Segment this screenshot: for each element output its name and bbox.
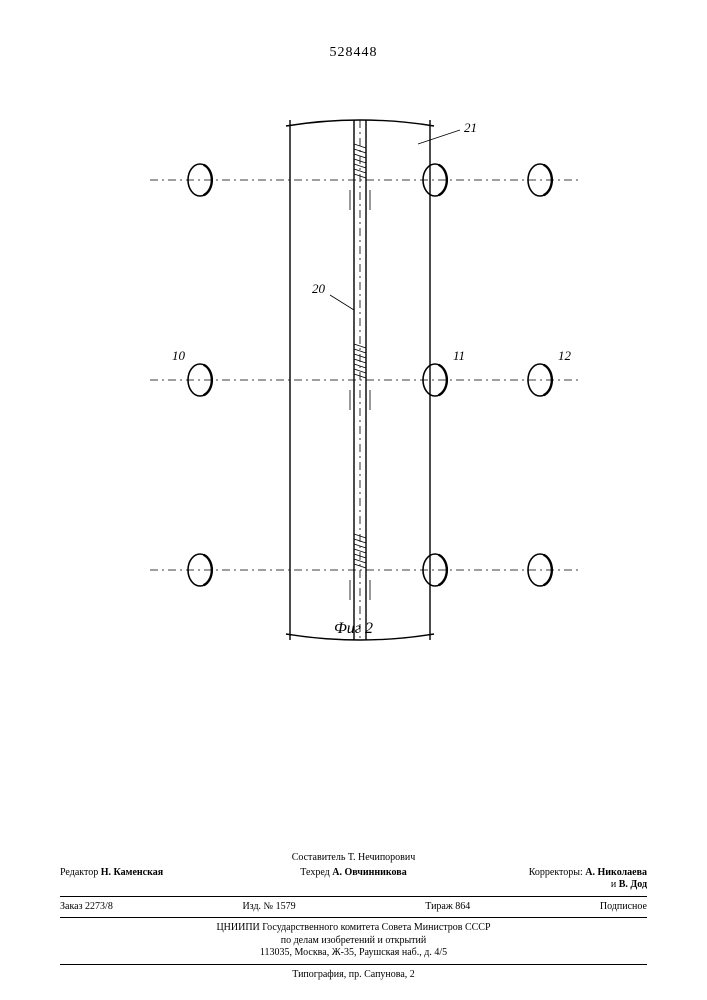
rule-2 [60,917,647,918]
svg-text:11: 11 [453,348,465,363]
svg-text:21: 21 [464,120,477,135]
corrector2: В. Дод [619,879,647,890]
izd: Изд. № 1579 [242,901,295,914]
order-row: Заказ 2273/8 Изд. № 1579 Тираж 864 Подпи… [60,901,647,914]
rule-3 [60,964,647,965]
publisher-info: ЦНИИПИ Государственного комитета Совета … [60,922,647,960]
editor-cell: Редактор Н. Каменская [60,867,256,892]
podpisnoe: Подписное [600,901,647,914]
figure-svg: 21 20 10 11 12 [0,110,707,670]
techred-cell: Техред А. Овчинникова [256,867,452,892]
correctors-label: Корректоры: [529,867,583,878]
svg-text:20: 20 [312,281,326,296]
corrector2-prefix: и [611,879,616,890]
page: 528448 21 20 10 11 12 Фиг 2 Составитель Т. Н… [0,0,707,1000]
publisher-line1: ЦНИИПИ Государственного комитета Совета … [60,922,647,935]
zakaz: Заказ 2273/8 [60,901,113,914]
svg-text:12: 12 [558,348,572,363]
correctors-cell: Корректоры: А. Николаева и В. Дод [451,867,647,892]
figure: 21 20 10 11 12 [0,110,707,670]
svg-text:10: 10 [172,348,186,363]
credits-row: Редактор Н. Каменская Техред А. Овчинник… [60,867,647,892]
corrector1: А. Николаева [585,867,647,878]
credits-block: Составитель Т. Нечипорович Редактор Н. К… [60,852,647,981]
printer-info: Типография, пр. Сапунова, 2 [60,969,647,982]
compiler-line: Составитель Т. Нечипорович [60,852,647,865]
document-number: 528448 [0,45,707,61]
techred-name: А. Овчинникова [332,867,407,878]
editor-label: Редактор [60,867,98,878]
figure-caption: Фиг 2 [0,620,707,638]
tirazh: Тираж 864 [425,901,470,914]
techred-label: Техред [300,867,329,878]
editor-name: Н. Каменская [101,867,163,878]
rule-1 [60,896,647,897]
publisher-line3: 113035, Москва, Ж-35, Раушская наб., д. … [60,947,647,960]
publisher-line2: по делам изобретений и открытий [60,935,647,948]
